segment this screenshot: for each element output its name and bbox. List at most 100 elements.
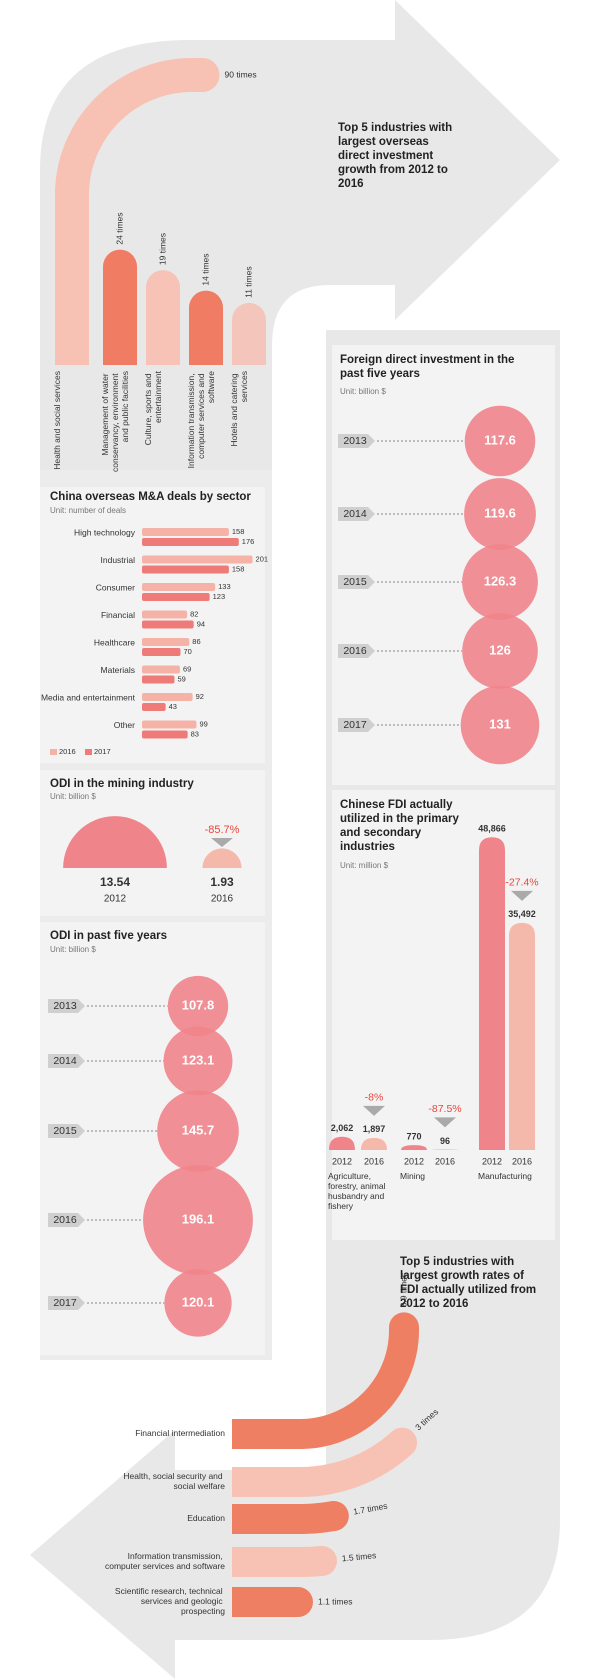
- bar: [142, 593, 210, 601]
- bar: [142, 555, 253, 564]
- year-tag: [48, 1054, 85, 1068]
- annotation: -27.4%: [505, 877, 538, 889]
- value-label: 158: [232, 527, 245, 536]
- value-label: 99: [199, 719, 207, 728]
- value-label: 86: [192, 637, 200, 646]
- category-label: Management of water conservancy, environ…: [100, 371, 130, 472]
- bar: [142, 565, 229, 574]
- category-label: Information transmission, computer servi…: [186, 371, 216, 469]
- category-label: Culture, sports and entertainment: [143, 370, 163, 445]
- bar: [479, 837, 505, 1150]
- bar: [142, 730, 188, 739]
- year-tag: [338, 507, 375, 521]
- legend-label: 2016: [59, 747, 76, 756]
- category-label: Health, social security and social welfa…: [123, 1471, 225, 1491]
- bubble-label: 196.1: [182, 1211, 215, 1226]
- year-label: 2012: [482, 1156, 502, 1166]
- bubble: [167, 975, 229, 1037]
- bubble-label: 126: [489, 642, 511, 657]
- year-label: 2013: [53, 1000, 77, 1012]
- value-label: 201: [256, 554, 269, 563]
- value-label: 19 times: [157, 233, 167, 265]
- category-label: Consumer: [96, 582, 135, 592]
- value-label: 176: [242, 537, 255, 546]
- bubble-label: 120.1: [182, 1294, 215, 1309]
- value-label: 59: [177, 674, 185, 683]
- bubble: [163, 1026, 233, 1096]
- value-label: 123: [213, 592, 226, 601]
- chart-title: Top 5 industries with largest overseas d…: [338, 122, 455, 190]
- legend-swatch: [85, 749, 92, 755]
- value-label: 82: [190, 609, 198, 618]
- chart-title: ODI in past five years: [50, 930, 167, 942]
- bar: [142, 528, 229, 536]
- category-label: Information transmission, computer servi…: [105, 1551, 225, 1571]
- category-label: Education: [187, 1513, 225, 1523]
- value-label: 770: [406, 1131, 421, 1141]
- bar-group: [55, 58, 266, 365]
- year-label: 2012: [404, 1156, 424, 1166]
- year-label: 2012: [332, 1156, 352, 1166]
- bar: [142, 648, 181, 656]
- bubble-label: 119.6: [484, 505, 516, 520]
- value-label: 3.9 times: [398, 1273, 408, 1308]
- bubble: [462, 613, 538, 689]
- bar: [401, 1145, 427, 1150]
- value-label: 92: [196, 692, 204, 701]
- chart-title: ODI in the mining industry: [50, 778, 194, 790]
- bubble: [464, 478, 536, 550]
- bubble: [143, 1165, 253, 1275]
- category-label: Financial: [101, 610, 135, 620]
- category-label: 2012: [104, 894, 127, 905]
- chart-title: China overseas M&A deals by sector: [50, 491, 251, 503]
- year-tag: [48, 1296, 85, 1310]
- category-label: Materials: [101, 665, 135, 675]
- category-label: Agriculture, forestry, animal husbandry …: [328, 1171, 388, 1211]
- year-label: 2016: [512, 1156, 532, 1166]
- legend-swatch: [50, 749, 57, 755]
- bubble: [157, 1090, 239, 1172]
- bar: [142, 693, 193, 701]
- bar: [142, 610, 188, 619]
- bubble-label: 126.3: [484, 573, 517, 588]
- bubble-label: 131: [489, 716, 511, 731]
- chart-subtitle: Unit: billion $: [50, 945, 96, 954]
- year-label: 2016: [53, 1214, 77, 1226]
- value-label: 24 times: [114, 212, 124, 244]
- year-tag: [48, 1124, 85, 1138]
- value-label: 1.1 times: [318, 1596, 353, 1606]
- year-tag: [48, 1213, 85, 1227]
- bar: [142, 620, 194, 629]
- bar: [142, 583, 216, 591]
- category-label: Healthcare: [94, 637, 135, 647]
- value-label: 11 times: [243, 266, 253, 298]
- year-label: 2016: [343, 645, 367, 657]
- year-label: 2014: [343, 508, 367, 520]
- bar: [142, 703, 166, 711]
- value-label: 13.54: [100, 875, 130, 889]
- value-label: 90 times: [225, 69, 257, 79]
- chart-title: Chinese FDI actually utilized in the pri…: [340, 799, 462, 853]
- year-tag: [338, 644, 375, 658]
- chart-title: Foreign direct investment in the past fi…: [340, 354, 518, 380]
- bubble-label: 145.7: [182, 1122, 215, 1137]
- bubble-label: 117.6: [484, 432, 516, 447]
- value-label: 69: [183, 664, 191, 673]
- chart-subtitle: Unit: million $: [340, 861, 389, 870]
- chart-subtitle: Unit: number of deals: [50, 506, 126, 515]
- value-label: 43: [169, 702, 177, 711]
- value-label: 48,866: [478, 824, 506, 834]
- annotation: -8%: [365, 1092, 384, 1104]
- chart-subtitle: Unit: billion $: [340, 387, 386, 396]
- category-label: Mining: [400, 1171, 425, 1181]
- bubble-label: 123.1: [182, 1052, 215, 1067]
- bar: [232, 1501, 349, 1534]
- year-label: 2015: [343, 576, 367, 588]
- year-label: 2015: [53, 1125, 77, 1137]
- category-label: Health and social services: [52, 371, 62, 470]
- bar: [329, 1136, 355, 1150]
- value-label: 2,062: [331, 1123, 354, 1133]
- annotation: -87.5%: [428, 1103, 461, 1115]
- chart-subtitle: Unit: billion $: [50, 792, 96, 801]
